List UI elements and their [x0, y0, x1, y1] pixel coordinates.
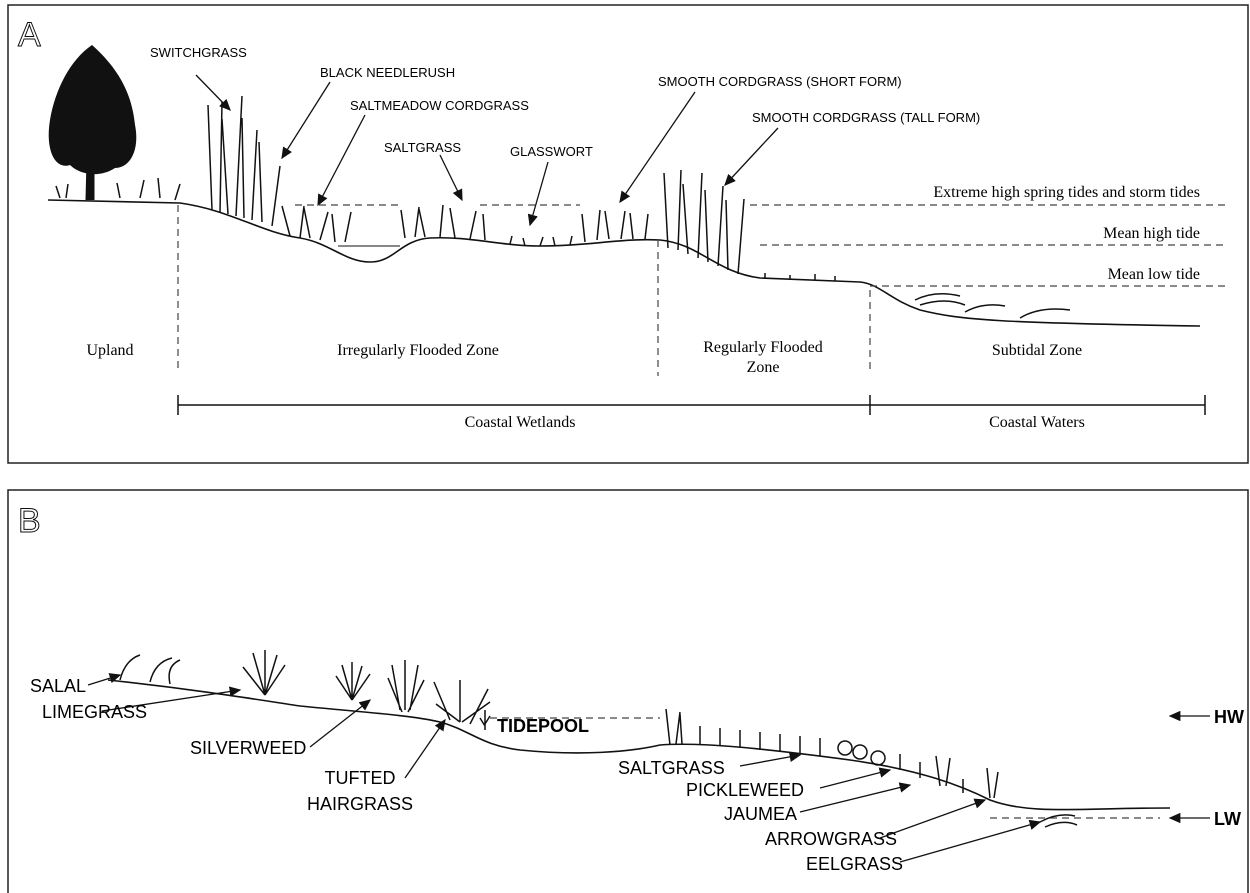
plant-label: SALAL	[30, 676, 86, 696]
plant-label: PICKLEWEED	[686, 780, 804, 800]
panel-b-frame	[7, 489, 1249, 893]
zone-label: Zone	[747, 359, 780, 376]
terrain	[107, 679, 1171, 811]
plant-label: BLACK NEEDLERUSH	[320, 65, 455, 80]
vegetation	[119, 650, 1078, 828]
zone-label: Irregularly Flooded Zone	[337, 342, 499, 359]
plant-label: SMOOTH CORDGRASS (SHORT FORM)	[658, 74, 902, 89]
terrain	[47, 199, 1201, 327]
zone-label: Upland	[86, 342, 133, 359]
plant-label: JAUMEA	[724, 804, 797, 824]
plant-label: ARROWGRASS	[765, 829, 897, 849]
plant-label: EELGRASS	[806, 854, 903, 874]
label-arrows	[87, 673, 1210, 863]
plant-label: SILVERWEED	[190, 738, 306, 758]
tide-lines	[295, 204, 1225, 287]
label-arrows	[195, 74, 779, 227]
plant-label: SWITCHGRASS	[150, 45, 247, 60]
tree	[48, 45, 137, 201]
zone-label: Subtidal Zone	[992, 342, 1082, 359]
plant-label: SALTMEADOW CORDGRASS	[350, 98, 529, 113]
vegetation	[55, 95, 1071, 319]
tide-label: Extreme high spring tides and storm tide…	[933, 184, 1200, 201]
region-label: Coastal Wetlands	[465, 414, 576, 431]
plant-label: SALTGRASS	[384, 140, 461, 155]
plant-label: HAIRGRASS	[307, 794, 413, 814]
plant-label: GLASSWORT	[510, 144, 593, 159]
lw-label: LW	[1214, 809, 1241, 829]
tide-label: Mean low tide	[1108, 266, 1200, 283]
panel-label: B	[18, 502, 41, 540]
zone-label: Regularly Flooded	[703, 339, 823, 356]
hw-label: HW	[1214, 707, 1244, 727]
region-label: Coastal Waters	[989, 414, 1085, 431]
plant-label: SMOOTH CORDGRASS (TALL FORM)	[752, 110, 980, 125]
tide-label: Mean high tide	[1103, 225, 1200, 242]
tidepool-label: TIDEPOOL	[497, 716, 589, 736]
plant-label: LIMEGRASS	[42, 702, 147, 722]
panel-a-frame	[7, 4, 1249, 464]
plant-label: SALTGRASS	[618, 758, 725, 778]
region-bracket	[177, 395, 1206, 415]
zone-dividers	[177, 205, 871, 376]
panel-label: A	[18, 16, 41, 54]
plant-label: TUFTED	[325, 768, 396, 788]
